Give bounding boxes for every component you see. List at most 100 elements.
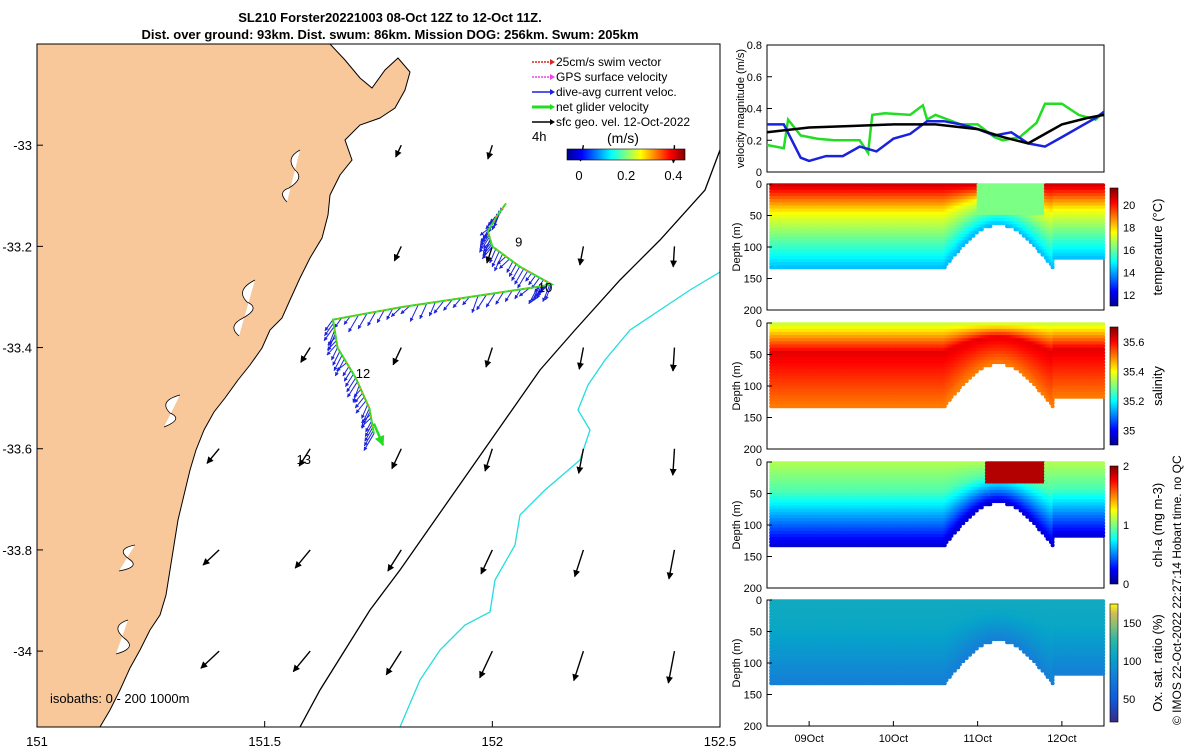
isobath-1000m (399, 271, 720, 727)
geo-velocity-arrow (202, 549, 220, 566)
map-y-tick-label: -33.2 (2, 239, 32, 254)
dive-current-vector (331, 347, 338, 361)
colorbar-tick-label: 16 (1123, 245, 1135, 257)
legend-label-geo: sfc geo. vel. 12-Oct-2022 (556, 115, 690, 129)
dive-current-vector (364, 423, 373, 437)
glider-track (323, 202, 555, 451)
day-label: 10 (538, 280, 552, 295)
dive-current-vector (433, 300, 445, 314)
dive-current-vector (499, 258, 510, 269)
geo-velocity-arrow (483, 448, 493, 472)
dive-current-vector (376, 309, 385, 324)
depth-tick-label: 200 (744, 305, 762, 317)
legend-arrowhead-net (550, 104, 555, 110)
dive-current-vector (479, 232, 489, 246)
day-label: 13 (297, 452, 311, 467)
dive-current-vector (363, 430, 374, 447)
geo-velocity-arrow (486, 144, 494, 160)
geo-velocity-arrow (572, 650, 585, 682)
geo-velocity-arrow (666, 650, 676, 684)
dive-current-vector (334, 317, 342, 328)
velocity-y-axis-label: velocity magnitude (m/s) (735, 49, 747, 168)
chart-title-line-2: Dist. over ground: 93km. Dist. swum: 86k… (141, 27, 639, 42)
geo-velocity-arrow (479, 650, 493, 679)
legend-label-net: net glider velocity (556, 100, 649, 114)
dive-current-vector (534, 285, 546, 297)
dive-current-vector (544, 284, 552, 301)
track-speed-colored (332, 203, 553, 434)
velocity-y-tick-label: 0.6 (747, 72, 762, 84)
day-label: 12 (356, 366, 370, 381)
speed-colorbar-ticks: 0 0.2 0.4 (575, 168, 682, 183)
velocity-y-tick-label: 0.4 (747, 104, 762, 116)
dive-current-vector (525, 272, 533, 282)
velocity-y-tick-label: 0.8 (747, 40, 762, 52)
dive-current-vector (517, 270, 529, 289)
geo-velocity-arrow (666, 549, 676, 580)
dive-current-vector (354, 396, 365, 409)
depth-tick-label: 0 (756, 179, 762, 191)
dive-current-vector (342, 366, 350, 377)
dive-current-vector (357, 313, 368, 330)
dive-current-vector (511, 266, 521, 281)
dive-current-vector (536, 285, 544, 299)
estuary-detail (282, 149, 301, 203)
dive-current-vector (483, 240, 492, 250)
dive-current-vector (365, 420, 373, 433)
map-x-tick-label: 152.5 (704, 734, 737, 749)
dive-current-vector (343, 316, 351, 325)
dive-current-vector (506, 261, 514, 273)
dive-current-vector (364, 426, 374, 442)
legend-arrowhead-swim (550, 59, 555, 65)
geo-velocity-arrow (480, 549, 493, 575)
geo-velocity-arrow (670, 246, 678, 268)
dive-current-vector (348, 314, 360, 333)
dive-current-vector (347, 381, 358, 398)
map-y-tick-label: -33.6 (2, 442, 32, 457)
depth-tick-label: 100 (744, 242, 762, 254)
dive-current-vector (479, 234, 490, 250)
section-sample-point (1050, 265, 1055, 270)
dive-current-vector (476, 294, 488, 311)
legend-note: 4h (532, 129, 546, 144)
dive-current-vector (361, 414, 371, 423)
dive-current-vector (495, 291, 505, 305)
dive-current-vector (346, 377, 357, 393)
dive-current-vector (519, 287, 530, 297)
geo-velocity-arrow (577, 246, 585, 266)
dive-current-vector (531, 286, 541, 303)
dive-current-vector (363, 433, 375, 451)
isobath-label: isobaths: 0 - 200 1000m (50, 691, 189, 706)
map-y-tick-label: -34 (13, 644, 32, 659)
geo-velocity-arrow (485, 246, 493, 264)
dive-current-vector (471, 295, 479, 314)
section-colorbar (1109, 187, 1119, 307)
legend-arrowhead-gps (550, 74, 555, 80)
geo-velocity-arrow (387, 549, 402, 572)
dive-current-vector (479, 236, 490, 253)
map-x-tick-label: 151.5 (248, 734, 281, 749)
dive-current-vector (367, 311, 377, 327)
estuary-detail (115, 619, 130, 655)
dive-current-vector (514, 268, 525, 285)
geo-velocity-arrow (200, 650, 220, 669)
section-sample-point (1101, 255, 1106, 260)
dive-current-vector (409, 304, 419, 322)
legend-label-gps: GPS surface velocity (556, 70, 667, 84)
dive-current-vector (537, 284, 547, 296)
map-frame (36, 43, 721, 728)
map-x-tick-label: 152 (481, 734, 503, 749)
dive-current-vector (345, 373, 354, 387)
depth-axis-label: Depth (m) (731, 223, 743, 272)
geo-velocity-arrow (392, 347, 402, 366)
legend-arrowhead-dive (550, 89, 555, 95)
velocity-series-net (766, 102, 1105, 157)
velocity-y-tick-label: 0 (756, 167, 762, 179)
dive-current-vector (386, 308, 394, 321)
estuary-detail (163, 394, 181, 428)
